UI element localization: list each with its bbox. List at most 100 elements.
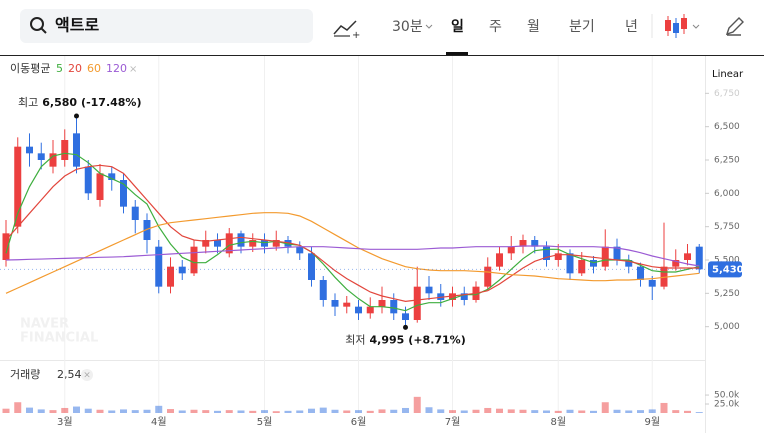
y-tick-label: 5,750 bbox=[714, 222, 740, 232]
candle-body bbox=[613, 246, 621, 260]
candle-body bbox=[237, 233, 245, 247]
volume-bar bbox=[225, 410, 233, 413]
volume-bar bbox=[496, 408, 503, 413]
volume-bar bbox=[14, 402, 22, 413]
chart-tool-icon[interactable] bbox=[333, 20, 357, 35]
volume-bar bbox=[425, 407, 433, 413]
candle-body bbox=[590, 260, 597, 267]
volume-bar bbox=[178, 410, 186, 413]
candle-body bbox=[14, 146, 22, 227]
volume-bar bbox=[684, 410, 691, 413]
volume-bar bbox=[131, 410, 139, 413]
candle-body bbox=[684, 253, 691, 260]
candle-body bbox=[660, 266, 668, 287]
ma-legend: 120 bbox=[106, 62, 127, 75]
caret-icon bbox=[425, 24, 433, 29]
volume-bar bbox=[390, 409, 398, 413]
ma-line bbox=[5, 152, 700, 312]
candle-body bbox=[519, 240, 527, 247]
volume-bar bbox=[61, 407, 69, 413]
volume-bar bbox=[2, 408, 10, 413]
extreme-label: 최고 6,580 (-17.48%) bbox=[18, 96, 141, 109]
selected-underline bbox=[446, 52, 468, 55]
volume-bar bbox=[120, 409, 127, 413]
volume-bar bbox=[355, 410, 362, 413]
search-text[interactable]: 액트로 bbox=[55, 16, 99, 35]
period-tab[interactable]: 일 bbox=[451, 19, 464, 35]
volume-bar bbox=[648, 409, 656, 413]
volume-bar bbox=[519, 409, 527, 413]
candle-body bbox=[402, 313, 409, 320]
volume-bar bbox=[507, 409, 515, 413]
candle-body bbox=[84, 166, 92, 194]
candle-body bbox=[308, 253, 315, 280]
search-icon bbox=[40, 27, 47, 34]
candle-body bbox=[531, 240, 539, 247]
x-tick-label: 5월 bbox=[257, 416, 273, 428]
period-tab[interactable]: 월 bbox=[527, 19, 540, 35]
x-tick-label: 3월 bbox=[57, 416, 73, 428]
close-icon[interactable]: × bbox=[129, 64, 137, 75]
volume-bar bbox=[190, 409, 198, 413]
candle-body bbox=[108, 173, 116, 180]
candle-body bbox=[648, 280, 656, 287]
candle-body bbox=[167, 266, 174, 287]
y-tick-label: 6,500 bbox=[714, 122, 740, 132]
plus-icon: + bbox=[352, 30, 360, 41]
volume-bar bbox=[214, 410, 221, 413]
candle-body bbox=[601, 246, 609, 267]
candle-body bbox=[37, 153, 45, 160]
watermark: FINANCIAL bbox=[20, 331, 98, 346]
volume-bar bbox=[449, 410, 456, 413]
extreme-dot bbox=[74, 113, 79, 119]
volume-bar bbox=[167, 409, 174, 413]
volume-bar bbox=[590, 410, 597, 413]
period-tab[interactable]: 주 bbox=[489, 19, 502, 35]
y-tick-label: 5,500 bbox=[714, 256, 740, 266]
y-tick-label: 6,750 bbox=[714, 89, 740, 99]
volume-bar bbox=[308, 408, 315, 413]
volume-bar bbox=[378, 409, 386, 413]
candle-body bbox=[26, 146, 33, 154]
volume-bar bbox=[319, 407, 327, 413]
ma-legend: 5 bbox=[56, 62, 63, 75]
candle-body bbox=[214, 240, 221, 247]
period-tab[interactable]: 분기 bbox=[569, 19, 595, 35]
candle-body bbox=[343, 302, 351, 307]
x-tick-label: 6월 bbox=[351, 416, 367, 428]
y-tick-label: 5,250 bbox=[714, 289, 740, 299]
price-tag bbox=[708, 261, 742, 278]
interval-button[interactable]: 30분 bbox=[392, 19, 423, 35]
candle-type-icon[interactable] bbox=[665, 14, 687, 38]
volume-bar bbox=[49, 410, 57, 413]
candle-body bbox=[378, 300, 386, 307]
volume-title: 거래량 bbox=[10, 368, 40, 381]
candle-body bbox=[49, 153, 57, 167]
period-tab[interactable]: 년 bbox=[625, 19, 638, 35]
extreme-value-label: 6,580 bbox=[42, 96, 77, 109]
scale-toggle[interactable]: Linear bbox=[712, 69, 744, 80]
candle-body bbox=[425, 286, 433, 294]
candle-body bbox=[695, 246, 703, 270]
volume-bar bbox=[26, 407, 33, 413]
candle-body bbox=[460, 293, 468, 300]
candle-body bbox=[437, 293, 445, 300]
close-icon[interactable] bbox=[81, 369, 93, 381]
candle-body bbox=[484, 266, 492, 287]
search-box[interactable] bbox=[20, 9, 313, 43]
candle-body bbox=[178, 266, 186, 274]
candle-body bbox=[319, 280, 327, 300]
volume-bar bbox=[402, 407, 409, 413]
x-tick-label: 9월 bbox=[644, 416, 660, 428]
volume-bar bbox=[296, 410, 304, 413]
candle-body bbox=[202, 240, 210, 247]
candle-body bbox=[120, 180, 127, 207]
candle-body bbox=[143, 220, 151, 240]
extreme-label: 최고 bbox=[18, 96, 38, 109]
volume-bar bbox=[84, 408, 92, 413]
draw-icon[interactable] bbox=[725, 17, 744, 36]
extreme-label: 최저 4,995 (+8.71%) bbox=[345, 333, 465, 346]
volume-bar bbox=[155, 405, 163, 413]
candle-body bbox=[496, 253, 503, 267]
